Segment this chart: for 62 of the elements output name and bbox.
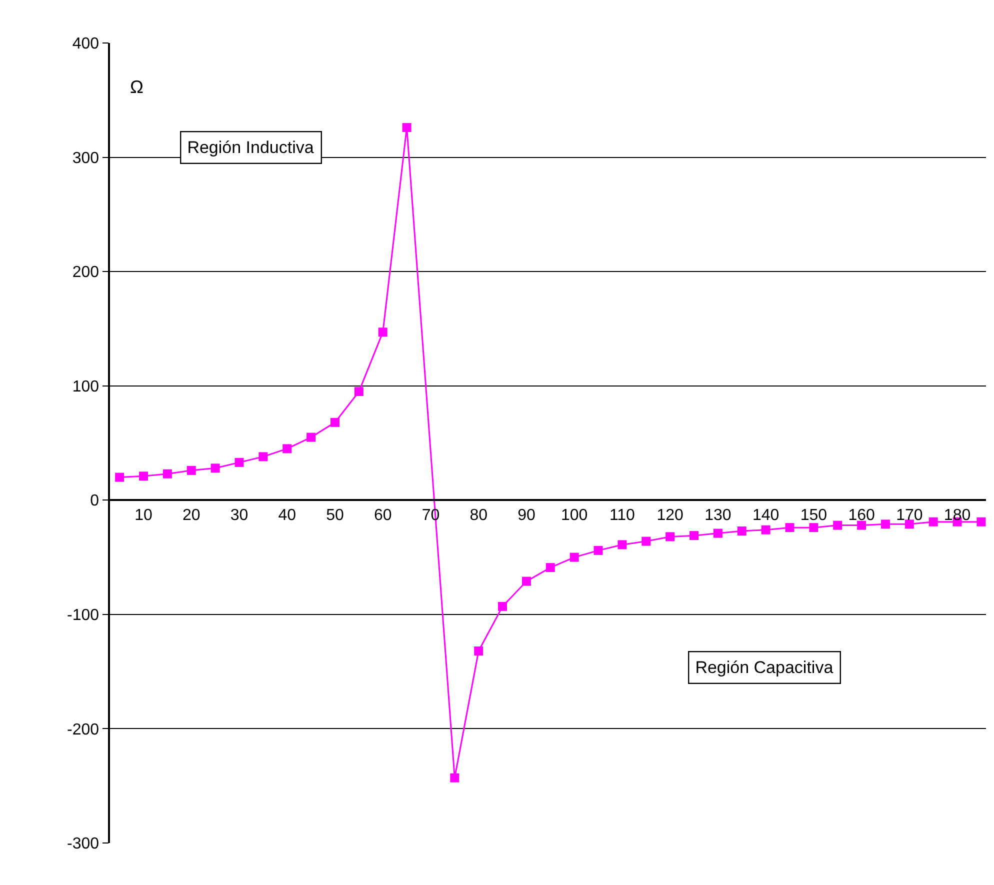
point xyxy=(880,520,890,529)
point xyxy=(474,646,484,656)
point xyxy=(115,472,124,482)
point xyxy=(210,464,220,473)
x-tick-label: 10 xyxy=(134,507,153,524)
x-tick-label: 60 xyxy=(374,507,392,524)
y-axis-title: Ω xyxy=(130,77,144,97)
x-tick-label: 180 xyxy=(944,507,971,524)
point xyxy=(354,387,364,396)
x-tick-label: 130 xyxy=(704,507,732,524)
y-tick-label: 300 xyxy=(72,150,100,167)
y-tick-label: -200 xyxy=(67,721,100,738)
point xyxy=(522,576,531,586)
x-tick-label: 120 xyxy=(656,507,684,524)
point xyxy=(618,540,627,550)
x-tick-label: 140 xyxy=(752,507,780,524)
x-tick-label: 80 xyxy=(470,507,488,524)
y-tick-label: 100 xyxy=(72,378,100,396)
y-tick-label: -100 xyxy=(67,607,100,624)
point xyxy=(737,526,746,536)
point xyxy=(928,517,938,526)
annotation: Región Capacitiva xyxy=(695,658,834,678)
point xyxy=(258,452,268,462)
point xyxy=(498,602,508,611)
x-tick-label: 110 xyxy=(609,507,636,524)
point xyxy=(713,528,722,538)
y-tick-label: -300 xyxy=(67,836,100,853)
point xyxy=(976,517,986,526)
point xyxy=(546,563,555,572)
point xyxy=(402,123,412,132)
point xyxy=(690,531,698,540)
point xyxy=(761,525,770,534)
point xyxy=(857,520,866,530)
point xyxy=(833,520,842,530)
x-tick-label: 50 xyxy=(326,507,344,524)
y-tick-label: 200 xyxy=(72,264,100,282)
point xyxy=(234,458,244,467)
x-tick-label: 170 xyxy=(896,507,923,524)
x-tick-label: 20 xyxy=(182,507,200,524)
point xyxy=(378,328,388,337)
x-tick-label: 30 xyxy=(230,507,248,524)
point xyxy=(330,418,340,427)
point xyxy=(666,532,675,542)
point xyxy=(642,536,651,546)
point xyxy=(570,552,579,562)
x-tick-label: 100 xyxy=(560,507,588,524)
point xyxy=(162,469,172,478)
point xyxy=(186,466,196,475)
x-tick-label: 160 xyxy=(848,507,875,524)
point xyxy=(306,432,316,442)
x-tick-label: 150 xyxy=(800,507,828,524)
point xyxy=(785,523,794,532)
y-tick-label: 400 xyxy=(72,36,100,53)
x-tick-label: 90 xyxy=(518,507,536,524)
y-tick-label: 0 xyxy=(90,492,100,510)
point xyxy=(139,472,148,481)
point xyxy=(594,546,603,555)
point xyxy=(450,773,460,782)
point xyxy=(809,523,818,532)
annotation: Región Inductiva xyxy=(187,138,314,158)
point xyxy=(282,444,292,454)
x-tick-label: 40 xyxy=(278,507,296,524)
